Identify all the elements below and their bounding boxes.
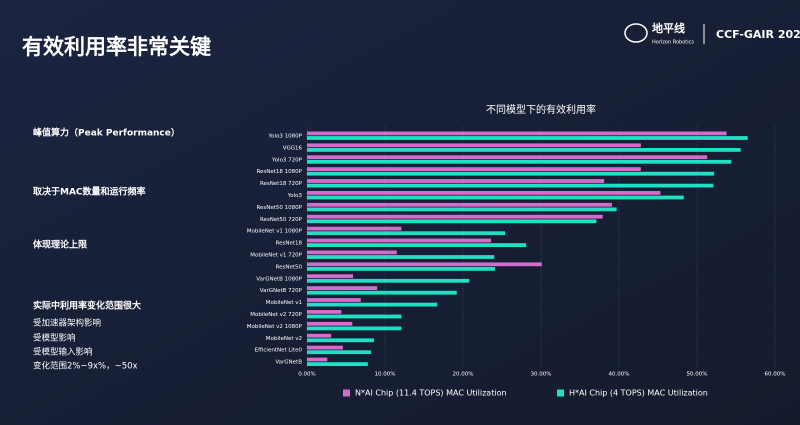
y-tick-label: MobileNet v1 [266,300,302,306]
bar [307,195,684,200]
bar [307,171,715,176]
x-tick-label: 20.00% [453,372,474,378]
bar [307,278,470,283]
y-tick-label: VarGNetB [275,360,302,366]
bar [307,255,495,259]
bar [307,183,714,188]
legend-swatch [343,389,350,397]
bar [307,143,641,148]
bar [307,290,457,295]
x-tick-label: 10.00% [375,372,396,378]
bar [307,286,378,290]
bar [307,267,495,271]
bar [307,250,397,255]
logo-subtext: Horizon Robotics [652,40,694,46]
bar [307,357,328,362]
point-heading: 体现理论上限 [33,239,88,251]
legend-swatch [557,389,564,397]
bar [307,243,527,247]
bar [307,226,402,231]
bar [307,274,354,279]
bar [307,333,332,338]
y-tick-label: MobileNet v1 1080P [247,229,303,235]
bar [307,155,708,160]
y-tick-label: Yolo3 720P [271,157,303,163]
y-tick-label: ResNet18 [276,241,303,247]
bar [307,350,371,355]
y-tick-label: ResNet50 [276,264,303,270]
y-tick-label: MobileNet v2 720P [250,312,302,318]
bar [307,310,342,314]
event-name: CCF-GAIR 2020 [716,28,800,41]
x-tick-label: 50.00% [687,372,708,378]
bar [307,179,605,183]
x-tick-label: 60.00% [765,372,786,378]
y-tick-label: ResNet50 720P [260,217,303,223]
point-text: 受加速器架构影响 [33,318,101,329]
y-tick-label: VarGNetB 720P [260,288,303,294]
x-tick-label: 40.00% [609,372,630,378]
bar [307,298,361,302]
y-tick-label: EfficientNet Lite0 [255,348,303,354]
logo-icon [624,23,648,43]
bar [307,136,748,140]
bar [307,231,506,236]
bar [307,202,612,207]
logo-text: 地平线 [652,21,685,35]
point-heading: 实际中利用率变化范围很大 [33,300,141,312]
bar [307,207,617,212]
bar [307,167,641,171]
y-tick-label: ResNet50 1080P [256,205,302,211]
bar [307,262,542,267]
y-tick-label: MobileNet v1 720P [250,252,302,258]
x-tick-label: 30.00% [531,372,552,378]
bar [307,131,727,136]
y-tick-label: Yolo3 1080P [268,133,303,139]
legend-label: H*AI Chip (4 TOPS) MAC Utilization [569,389,708,398]
y-tick-label: Yolo3 [287,193,303,199]
y-tick-label: ResNet18 1080P [256,169,302,175]
point-heading: 取决于MAC数量和运行频率 [33,186,146,198]
bar [307,214,603,219]
bar [307,302,438,307]
point-text: 受模型影响 [33,333,76,344]
bar [307,345,343,350]
bar [307,314,402,319]
legend-label: N*AI Chip (11.4 TOPS) MAC Utilization [355,389,507,398]
bar [307,219,597,224]
chart-title: 不同模型下的有效利用率 [486,103,596,116]
y-tick-label: ResNet18 720P [260,181,303,187]
point-text: 受模型输入影响 [33,347,93,358]
bar [307,362,368,366]
point-text: 变化范围2%~9x%，~50x [33,361,138,372]
bar [307,191,661,195]
bar [307,238,492,243]
bar [307,321,353,326]
point-heading: 峰值算力（Peak Performance） [33,127,180,139]
slide-title: 有效利用率非常关键 [22,35,211,59]
bar [307,326,402,331]
bar [307,148,741,152]
x-tick-label: 0.00% [298,372,315,378]
y-tick-label: MobileNet v2 1080P [247,324,303,330]
y-tick-label: VGG16 [283,145,303,151]
bar [307,159,732,164]
y-tick-label: VarGNetB 1080P [256,276,302,282]
bar [307,338,375,343]
y-tick-label: MobileNet v2 [266,336,302,342]
